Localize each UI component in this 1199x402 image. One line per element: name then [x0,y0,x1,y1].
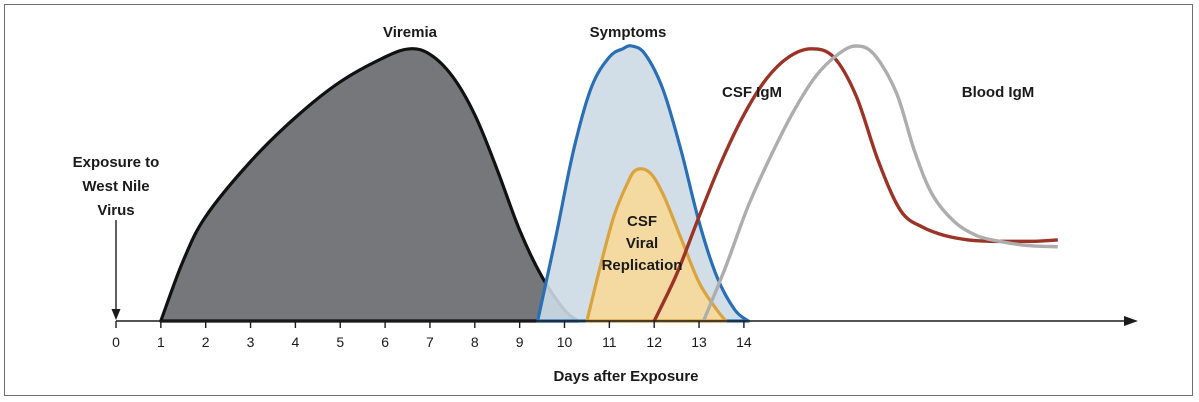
tick-label-10: 10 [557,334,573,350]
tick-label-6: 6 [381,334,389,350]
tick-label-12: 12 [646,334,662,350]
tick-label-14: 14 [736,334,752,350]
exposure-arrowhead [111,309,121,320]
exposure-annotation: Exposure to West Nile Virus [73,154,160,320]
tick-label-11: 11 [602,334,617,350]
tick-label-13: 13 [691,334,707,350]
tick-label-2: 2 [202,334,210,350]
tick-label-3: 3 [247,334,255,350]
tick-label-9: 9 [516,334,524,350]
blood-igm-label: Blood IgM [962,84,1034,101]
csf-viral-replication-label: CSF Viral Replication [602,213,683,274]
tick-label-5: 5 [336,334,344,350]
tick-label-8: 8 [471,334,479,350]
blood-igm-curve [701,44,1058,322]
exposure-label: Exposure to West Nile Virus [73,154,160,219]
x-axis-arrowhead [1124,316,1138,326]
curves-layer [159,44,1058,323]
viremia-label: Viremia [383,24,438,41]
series-labels: Viremia Symptoms CSF Viral Replication CSF Ig… [383,24,1034,274]
csf-igm-label: CSF IgM [722,84,782,101]
viremia-curve [159,47,580,323]
tick-label-4: 4 [292,334,300,350]
symptoms-label: Symptoms [590,24,667,41]
x-axis [116,316,1138,326]
csf-viral-replication-curve [585,167,728,323]
tick-label-7: 7 [426,334,434,350]
tick-label-1: 1 [157,334,165,350]
tick-label-0: 0 [112,334,120,350]
x-axis-title: Days after Exposure [553,368,698,385]
tick-marks: 0 1 2 3 4 5 6 7 8 9 10 11 12 13 14 [112,321,752,350]
